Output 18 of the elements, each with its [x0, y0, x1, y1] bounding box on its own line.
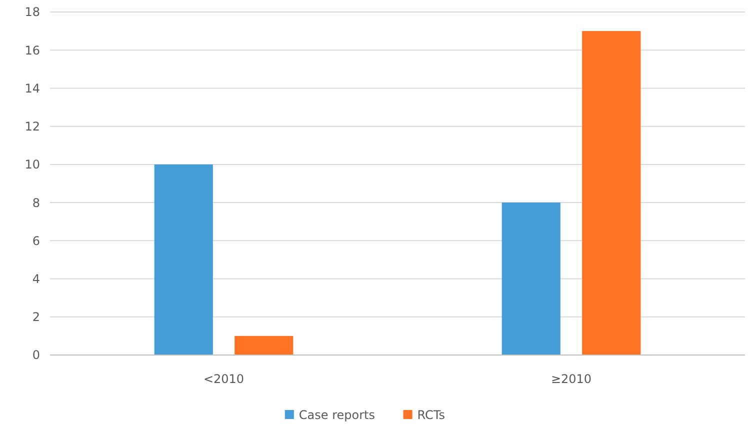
y-tick-label: 14: [24, 81, 40, 96]
y-tick-label: 4: [32, 272, 40, 286]
x-tick-label: <2010: [203, 372, 244, 386]
bar: [502, 202, 560, 355]
y-tick-label: 2: [32, 310, 40, 324]
y-tick-label: 8: [32, 196, 40, 210]
bar: [234, 336, 294, 355]
y-tick-label: 18: [24, 5, 40, 20]
y-tick-label: 16: [24, 43, 40, 58]
x-tick-label: ≥2010: [550, 372, 592, 386]
y-tick-label: 12: [24, 120, 40, 134]
legend-label: Case reports: [298, 408, 375, 422]
y-tick-label: 0: [32, 348, 40, 362]
y-tick-label: 6: [32, 234, 40, 248]
y-tick-label: 10: [24, 158, 40, 172]
bar: [154, 164, 213, 355]
bar: [582, 31, 641, 355]
legend-label: RCTs: [417, 408, 446, 422]
